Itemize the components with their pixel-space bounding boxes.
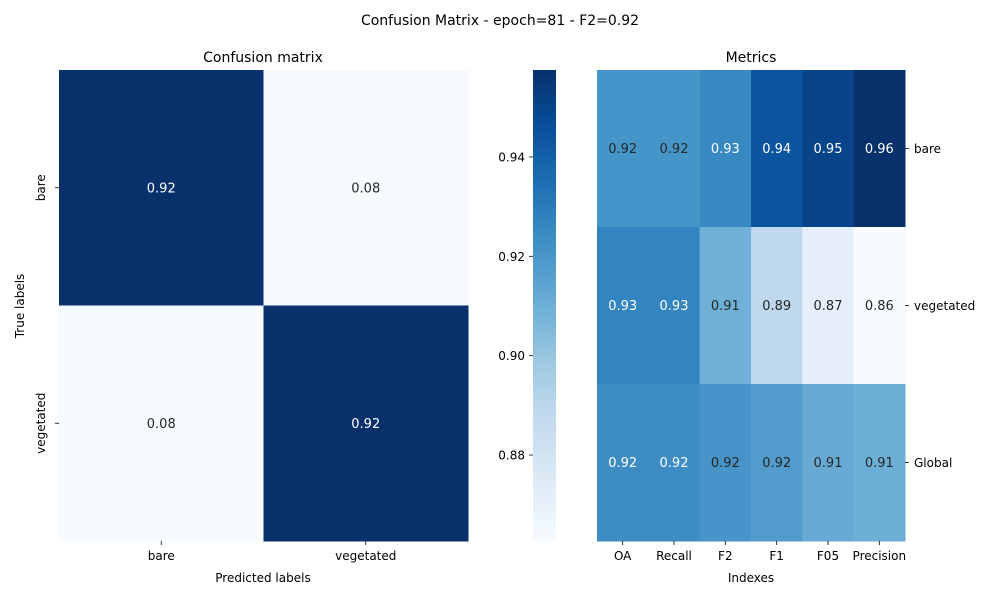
colorbar-tick-label: 0.88 — [498, 449, 525, 463]
heatmap-cell — [263, 305, 469, 542]
cell-value-label: 0.08 — [351, 181, 380, 196]
confusion-matrix-y-ticks: bare vegetated — [34, 174, 59, 454]
cell-value-label: 0.92 — [351, 417, 380, 432]
cell-value-label: 0.92 — [660, 142, 689, 157]
confusion-matrix-xlabel: Predicted labels — [215, 571, 310, 585]
colorbar-tick-label: 0.94 — [498, 150, 525, 164]
x-tick-label: F1 — [769, 549, 784, 563]
colorbar-gradient — [533, 70, 556, 541]
cell-value-label: 0.92 — [660, 456, 689, 471]
heatmap-cell — [59, 305, 264, 542]
heatmap-cell — [648, 384, 701, 542]
heatmap-cell — [751, 70, 803, 228]
cell-value-label: 0.92 — [608, 142, 637, 157]
cell-value-label: 0.95 — [814, 142, 843, 157]
cell-value-label: 0.92 — [608, 456, 637, 471]
cell-value-label: 0.87 — [814, 299, 843, 314]
confusion-matrix-cells — [59, 70, 469, 542]
colorbar-ticks: 0.88 0.90 0.92 0.94 — [498, 150, 533, 463]
x-tick-label: Recall — [656, 549, 692, 563]
metrics-y-ticks: bare vegetated Global — [905, 142, 975, 470]
metrics-title: Metrics — [726, 50, 777, 66]
metrics-cells — [597, 70, 906, 542]
x-tick-label: bare — [148, 549, 175, 563]
confusion-matrix-cell-labels: 0.92 0.08 0.08 0.92 — [147, 181, 380, 432]
heatmap-cell — [751, 384, 803, 542]
heatmap-cell — [853, 384, 906, 542]
metrics-cell-labels: 0.92 0.92 0.93 0.94 0.95 0.96 0.93 0.93 0.91 0.89… — [608, 142, 894, 471]
heatmap-cell — [597, 70, 649, 228]
x-tick-label: F05 — [817, 549, 839, 563]
heatmap-cell — [597, 227, 649, 385]
y-tick-label: vegetated — [914, 299, 975, 313]
cell-value-label: 0.92 — [711, 456, 740, 471]
heatmap-cell — [751, 227, 803, 385]
cell-value-label: 0.92 — [147, 181, 176, 196]
heatmap-cell — [802, 227, 855, 385]
colorbar-tick-label: 0.90 — [498, 349, 525, 363]
confusion-matrix-title: Confusion matrix — [203, 50, 323, 66]
y-tick-label: bare — [34, 174, 48, 201]
x-tick-label: Precision — [853, 549, 907, 563]
metrics-panel: Metrics 0.92 0.92 0.93 0.94 0.95 0.96 0.93 0.93… — [597, 50, 975, 585]
cell-value-label: 0.08 — [147, 417, 176, 432]
cell-value-label: 0.91 — [865, 456, 894, 471]
metrics-xlabel: Indexes — [728, 571, 774, 585]
cell-value-label: 0.91 — [711, 299, 740, 314]
cell-value-label: 0.94 — [762, 142, 791, 157]
heatmap-cell — [263, 70, 469, 306]
heatmap-cell — [648, 70, 701, 228]
cell-value-label: 0.93 — [608, 299, 637, 314]
heatmap-cell — [59, 70, 264, 306]
x-tick-label: OA — [614, 549, 632, 563]
cell-value-label: 0.93 — [711, 142, 740, 157]
confusion-matrix-x-ticks: bare vegetated — [148, 541, 396, 563]
y-tick-label: Global — [914, 456, 952, 470]
x-tick-label: vegetated — [335, 549, 396, 563]
heatmap-cell — [853, 70, 906, 228]
cell-value-label: 0.91 — [814, 456, 843, 471]
heatmap-cell — [853, 227, 906, 385]
heatmap-cell — [699, 70, 752, 228]
colorbar: 0.88 0.90 0.92 0.94 — [498, 70, 556, 541]
heatmap-cell — [802, 384, 855, 542]
confusion-matrix-panel: Confusion matrix 0.92 0.08 0.08 0.92 bare ve… — [13, 50, 469, 585]
heatmap-cell — [699, 384, 752, 542]
cell-value-label: 0.96 — [865, 142, 894, 157]
y-tick-label: vegetated — [34, 393, 48, 454]
colorbar-tick-label: 0.92 — [498, 250, 525, 264]
y-tick-label: bare — [914, 142, 941, 156]
cell-value-label: 0.86 — [865, 299, 894, 314]
heatmap-cell — [648, 227, 701, 385]
heatmap-cell — [597, 384, 649, 542]
figure-suptitle: Confusion Matrix - epoch=81 - F2=0.92 — [361, 13, 639, 29]
heatmap-cell — [802, 70, 855, 228]
x-tick-label: F2 — [718, 549, 733, 563]
cell-value-label: 0.89 — [762, 299, 791, 314]
metrics-x-ticks: OA Recall F2 F1 F05 Precision — [614, 541, 906, 563]
cell-value-label: 0.92 — [762, 456, 791, 471]
confusion-matrix-ylabel: True labels — [13, 274, 27, 340]
heatmap-cell — [699, 227, 752, 385]
cell-value-label: 0.93 — [660, 299, 689, 314]
